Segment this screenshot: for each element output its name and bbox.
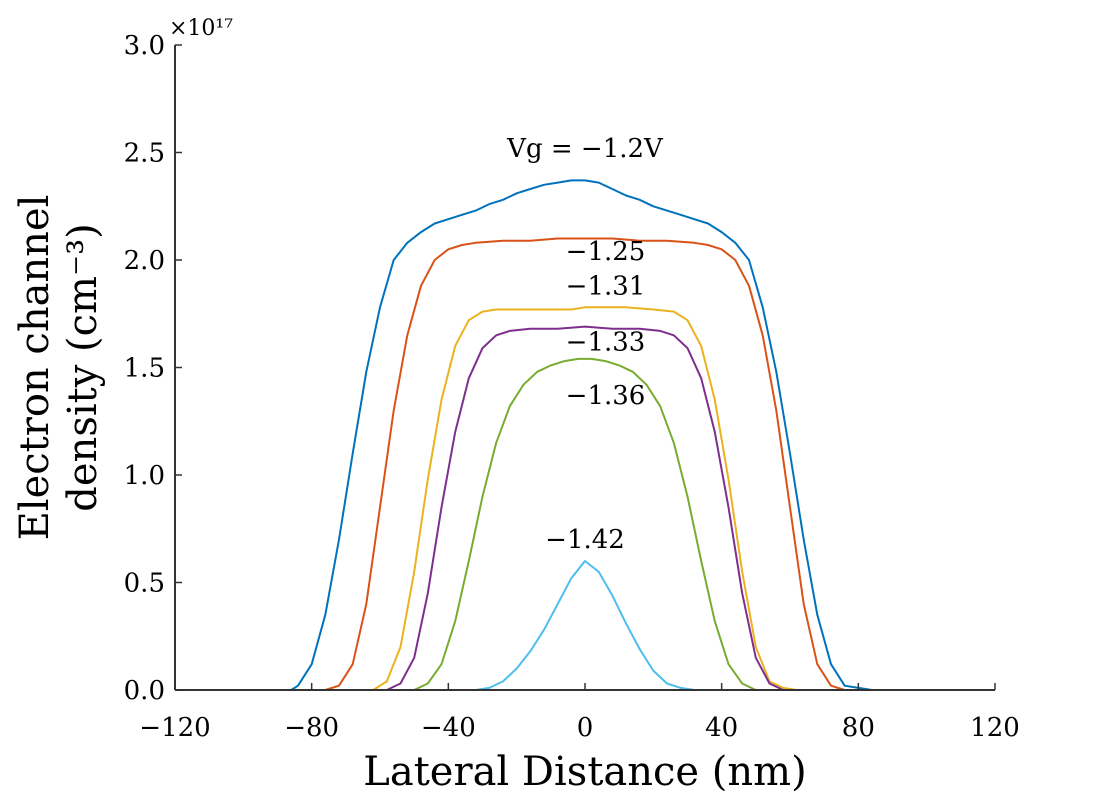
series-layer <box>175 179 995 691</box>
series-line-1 <box>175 179 995 691</box>
y-tick-label: 0.0 <box>124 676 165 706</box>
x-tick-label: 0 <box>577 713 594 743</box>
y-axis-ticks: 0.0 0.5 1.0 1.5 2.0 2.5 3.0 <box>124 31 182 706</box>
x-tick-label: 120 <box>970 713 1020 743</box>
y-tick-label: 2.0 <box>124 246 165 276</box>
y-tick-label: 2.5 <box>124 139 165 169</box>
series-label-5: −1.36 <box>566 381 646 411</box>
x-tick-label: −120 <box>139 713 210 743</box>
series-label-4: −1.33 <box>566 327 646 357</box>
series-line-4 <box>175 325 995 691</box>
series-label-2: −1.25 <box>566 237 646 267</box>
x-tick-label: 80 <box>842 713 875 743</box>
series-line-2 <box>175 237 995 691</box>
y-tick-label: 3.0 <box>124 31 165 61</box>
x-tick-label: −40 <box>421 713 476 743</box>
y-tick-label: 1.0 <box>124 461 165 491</box>
series-label-3: −1.31 <box>566 271 646 301</box>
series-label-1: Vg = −1.2V <box>506 134 664 164</box>
plot-area: −120 −80 −40 0 40 80 120 0.0 0.5 1.0 1.5 2.0 2.5 3.0… <box>124 31 1020 743</box>
y-tick-label: 0.5 <box>124 569 165 599</box>
series-line-3 <box>175 306 995 691</box>
x-axis-title: Lateral Distance (nm) <box>363 749 806 795</box>
series-line-5 <box>175 357 995 691</box>
y-axis-title-line2: density (cm⁻³) <box>60 223 106 511</box>
x-tick-label: 40 <box>705 713 738 743</box>
y-axis-multiplier: ×10¹⁷ <box>169 16 233 41</box>
series-label-6: −1.42 <box>545 525 625 555</box>
series-annotations: Vg = −1.2V −1.25 −1.31 −1.33 −1.36 −1.42 <box>506 134 664 555</box>
x-tick-label: −80 <box>284 713 339 743</box>
y-axis-title-line1: Electron channel <box>12 195 58 541</box>
x-axis-ticks: −120 −80 −40 0 40 80 120 <box>139 683 1020 743</box>
y-tick-label: 1.5 <box>124 354 165 384</box>
series-line-6 <box>175 560 995 691</box>
